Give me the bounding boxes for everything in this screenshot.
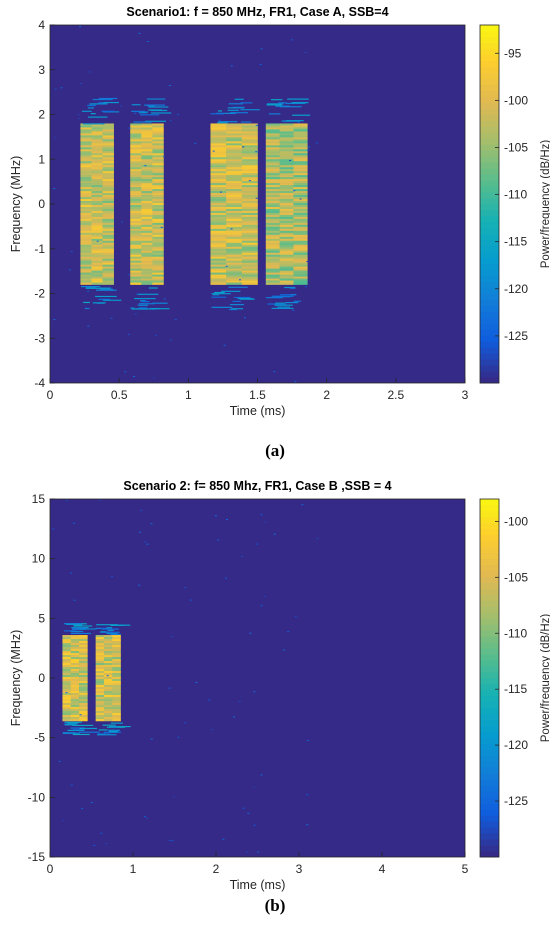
signal-burst <box>80 97 122 310</box>
spectrogram-chart-b: Scenario 2: f= 850 Mhz, FR1, Case B ,SSB… <box>9 479 550 892</box>
y-tick-label: 2 <box>38 108 45 122</box>
x-axis-label: Time (ms) <box>230 878 286 892</box>
signal-burst <box>265 98 311 309</box>
y-tick-label: 10 <box>32 552 46 566</box>
x-tick-label: 4 <box>379 862 386 876</box>
colorbar <box>479 24 500 384</box>
colorbar-tick-label: -120 <box>504 738 528 752</box>
y-tick-label: -15 <box>28 850 46 864</box>
y-tick-label: -3 <box>34 331 45 345</box>
x-tick-label: 3 <box>462 388 469 402</box>
colorbar-tick-label: -110 <box>504 188 527 202</box>
x-tick-label: 0 <box>47 862 54 876</box>
colorbar-tick-label: -105 <box>504 570 528 584</box>
chart-title: Scenario 2: f= 850 Mhz, FR1, Case B ,SSB… <box>123 479 391 493</box>
chart-title: Scenario1: f = 850 MHz, FR1, Case A, SSB… <box>126 5 388 19</box>
y-tick-label: 5 <box>38 611 45 625</box>
colorbar-tick-label: -125 <box>504 794 528 808</box>
caption-a: (a) <box>265 441 285 460</box>
colorbar-tick-label: -125 <box>504 329 528 343</box>
x-tick-label: 0.5 <box>111 388 128 402</box>
y-tick-label: 3 <box>38 63 45 77</box>
x-tick-label: 1.5 <box>249 388 266 402</box>
y-tick-label: -4 <box>34 376 45 390</box>
signal-burst <box>95 624 131 736</box>
x-tick-label: 3 <box>296 862 303 876</box>
y-tick-label: 1 <box>38 152 45 166</box>
x-tick-label: 0 <box>47 388 54 402</box>
colorbar-label: Power/frequency (dB/Hz) <box>540 140 550 269</box>
colorbar-tick-label: -100 <box>504 93 528 107</box>
x-tick-label: 2 <box>213 862 220 876</box>
colorbar <box>479 498 500 858</box>
y-tick-label: 15 <box>32 492 46 506</box>
y-tick-label: -2 <box>34 287 45 301</box>
x-tick-label: 2 <box>323 388 330 402</box>
x-tick-label: 5 <box>462 862 469 876</box>
y-axis-label: Frequency (MHz) <box>9 630 23 727</box>
y-tick-label: 0 <box>38 197 45 211</box>
colorbar-tick-label: -105 <box>504 140 528 154</box>
signal-burst <box>130 98 172 310</box>
y-axis-label: Frequency (MHz) <box>9 156 23 253</box>
figure-a: Scenario1: f = 850 MHz, FR1, Case A, SSB… <box>0 0 550 462</box>
background-noise <box>52 500 319 853</box>
spectrogram-chart-a: Scenario1: f = 850 MHz, FR1, Case A, SSB… <box>9 5 550 418</box>
y-tick-label: -1 <box>34 242 45 256</box>
figure-b: Scenario 2: f= 850 Mhz, FR1, Case B ,SSB… <box>0 462 550 923</box>
x-tick-label: 1 <box>185 388 192 402</box>
y-tick-label: 4 <box>38 18 45 32</box>
x-axis-label: Time (ms) <box>230 404 286 418</box>
y-tick-label: -5 <box>34 731 45 745</box>
x-tick-label: 2.5 <box>387 388 404 402</box>
colorbar-tick-label: -115 <box>504 682 527 696</box>
colorbar-tick-label: -110 <box>504 626 527 640</box>
caption-b: (b) <box>264 896 286 915</box>
colorbar-tick-label: -120 <box>504 282 528 296</box>
background-noise <box>53 26 318 383</box>
signal-burst <box>62 623 100 736</box>
signal-burst <box>210 98 260 311</box>
colorbar-tick-label: -95 <box>504 46 522 60</box>
y-tick-label: 0 <box>38 671 45 685</box>
colorbar-tick-label: -100 <box>504 514 528 528</box>
y-tick-label: -10 <box>28 790 46 804</box>
x-tick-label: 1 <box>130 862 137 876</box>
colorbar-label: Power/frequency (dB/Hz) <box>540 614 550 743</box>
colorbar-tick-label: -115 <box>504 235 527 249</box>
